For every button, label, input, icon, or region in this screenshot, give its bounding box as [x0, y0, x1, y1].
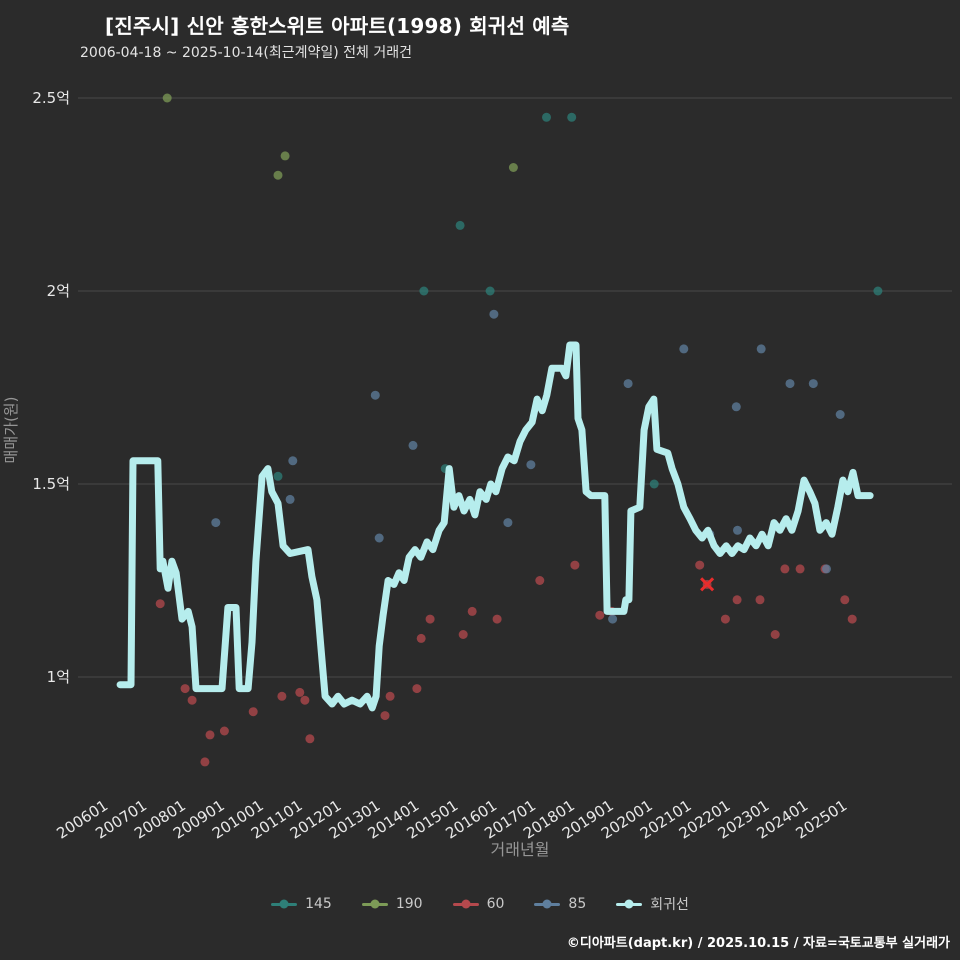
- scatter-point-60[interactable]: [732, 595, 742, 605]
- scatter-point-60[interactable]: [248, 707, 258, 717]
- scatter-point-60[interactable]: [305, 734, 315, 744]
- scatter-point-85[interactable]: [374, 533, 384, 543]
- scatter-point-85[interactable]: [623, 379, 633, 389]
- page-title: [진주시] 신안 흥한스위트 아파트(1998) 회귀선 예측: [105, 14, 570, 38]
- scatter-point-60[interactable]: [780, 564, 790, 574]
- scatter-point-60[interactable]: [720, 614, 730, 624]
- scatter-point-60[interactable]: [205, 730, 215, 740]
- scatter-point-60[interactable]: [425, 614, 435, 624]
- legend-marker-regression-icon: [616, 899, 643, 909]
- scatter-point-190[interactable]: [162, 93, 172, 103]
- scatter-point-60[interactable]: [295, 687, 305, 697]
- y-tick-label: 1억: [47, 668, 70, 686]
- legend-marker-145-icon: [271, 899, 298, 909]
- legend-item-60[interactable]: 60: [452, 896, 505, 912]
- scatter-point-60[interactable]: [458, 630, 468, 639]
- scatter-point-60[interactable]: [187, 695, 197, 705]
- scatter-point-60[interactable]: [795, 564, 805, 574]
- scatter-point-85[interactable]: [526, 460, 536, 470]
- scatter-point-60[interactable]: [380, 711, 390, 721]
- scatter-point-145[interactable]: [485, 286, 495, 296]
- scatter-point-85[interactable]: [370, 390, 380, 400]
- scatter-point-85[interactable]: [835, 410, 845, 419]
- legend-label-regression: 회귀선: [650, 897, 689, 913]
- scatter-point-85[interactable]: [408, 440, 418, 450]
- credit-text: ©디아파트(dapt.kr) / 2025.10.15 / 자료=국토교통부 실…: [566, 936, 950, 951]
- scatter-point-190[interactable]: [280, 151, 290, 161]
- regression-line: [116, 341, 874, 712]
- highlight-x-marker: [700, 577, 715, 592]
- scatter-point-145[interactable]: [567, 112, 577, 122]
- scatter-point-85[interactable]: [785, 379, 795, 389]
- scatter-point-60[interactable]: [467, 606, 477, 616]
- scatter-point-60[interactable]: [300, 695, 310, 705]
- scatter-point-145[interactable]: [542, 112, 551, 122]
- scatter-point-60[interactable]: [755, 595, 765, 605]
- scatter-point-60[interactable]: [277, 691, 287, 701]
- scatter-point-60[interactable]: [412, 684, 422, 694]
- scatter-point-60[interactable]: [695, 560, 705, 570]
- scatter-point-60[interactable]: [847, 614, 857, 624]
- scatter-point-145[interactable]: [873, 286, 883, 296]
- scatter-point-60[interactable]: [595, 610, 605, 620]
- scatter-point-85[interactable]: [679, 344, 689, 354]
- y-tick-label: 2.5억: [32, 89, 70, 107]
- scatter-point-60[interactable]: [385, 691, 395, 701]
- x-axis-title: 거래년월: [491, 840, 550, 859]
- scatter-point-60[interactable]: [180, 684, 190, 694]
- scatter-point-85[interactable]: [733, 525, 742, 535]
- scatter-point-85[interactable]: [489, 309, 499, 319]
- legend-label-190: 190: [395, 896, 423, 912]
- scatter-point-145[interactable]: [419, 286, 429, 296]
- page-subtitle: 2006-04-18 ~ 2025-10-14(최근계약일) 전체 거래건: [80, 45, 412, 61]
- legend-label-85: 85: [568, 896, 587, 912]
- legend-marker-190-icon: [361, 899, 388, 909]
- scatter-point-85[interactable]: [731, 402, 741, 412]
- scatter-point-60[interactable]: [770, 630, 780, 639]
- legend-item-190[interactable]: 190: [361, 896, 423, 912]
- scatter-point-60[interactable]: [492, 614, 502, 624]
- scatter-point-190[interactable]: [508, 163, 518, 172]
- legend-label-60: 60: [486, 896, 505, 912]
- legend-item-regression[interactable]: 회귀선: [616, 894, 689, 914]
- scatter-point-85[interactable]: [822, 564, 831, 574]
- legend-marker-85-icon: [534, 899, 561, 909]
- scatter-point-145[interactable]: [273, 471, 283, 481]
- scatter-point-85[interactable]: [288, 456, 298, 466]
- scatter-point-60[interactable]: [535, 576, 545, 585]
- scatter-point-145[interactable]: [649, 479, 659, 489]
- scatter-point-190[interactable]: [273, 170, 283, 180]
- scatter-point-60[interactable]: [840, 595, 850, 605]
- legend-label-145: 145: [305, 896, 332, 912]
- scatter-point-85[interactable]: [756, 344, 766, 354]
- y-tick-label: 1.5억: [32, 475, 70, 493]
- scatter-point-85[interactable]: [211, 518, 221, 528]
- scatter-point-85[interactable]: [285, 494, 295, 504]
- y-axis-title: 매매가(원): [2, 397, 20, 464]
- scatter-point-60[interactable]: [416, 633, 426, 643]
- scatter-point-60[interactable]: [155, 599, 165, 609]
- scatter-point-85[interactable]: [503, 518, 513, 528]
- y-tick-label: 2억: [47, 282, 70, 300]
- legend-item-85[interactable]: 85: [534, 896, 586, 912]
- scatter-point-85[interactable]: [808, 379, 818, 389]
- scatter-point-60[interactable]: [200, 757, 210, 767]
- scatter-point-60[interactable]: [219, 726, 229, 736]
- legend-marker-60-icon: [452, 899, 479, 909]
- scatter-point-60[interactable]: [570, 560, 580, 570]
- legend-item-145[interactable]: 145: [271, 896, 332, 912]
- scatter-point-145[interactable]: [455, 220, 465, 230]
- scatter-point-85[interactable]: [608, 614, 618, 624]
- chart-legend: 145 190 60 85 회귀선: [0, 894, 960, 914]
